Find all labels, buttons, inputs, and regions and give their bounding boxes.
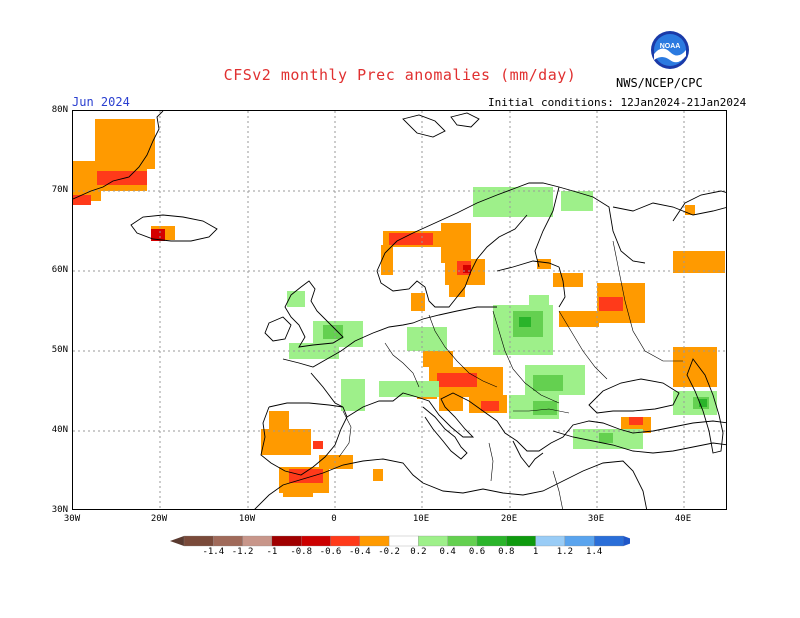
- colorbar-swatch: [183, 535, 214, 547]
- map-canvas: [73, 111, 726, 509]
- colorbar-swatch: [506, 535, 536, 547]
- colorbar-swatch: [213, 535, 243, 547]
- lon-label-30w: 30W: [63, 514, 81, 524]
- colorbar-swatch: [271, 535, 302, 547]
- colorbar-tick-label: 1.4: [586, 547, 603, 557]
- noaa-logo-icon: NOAA: [651, 31, 689, 69]
- anomaly-shading: [73, 119, 725, 497]
- colorbar-tick-label: 0.4: [439, 547, 456, 557]
- national-borders: [338, 240, 683, 509]
- initial-conditions: Initial conditions: 12Jan2024-21Jan2024: [488, 96, 747, 109]
- colorbar-swatch: [535, 535, 566, 547]
- lat-label-50n: 50N: [51, 345, 68, 355]
- lon-label-20e: 20E: [500, 514, 518, 524]
- lon-label-40e: 40E: [674, 514, 692, 524]
- forecast-month: Jun 2024: [72, 95, 130, 109]
- lat-label-80n: 80N: [51, 105, 68, 115]
- colorbar-left-arrow: [170, 536, 184, 546]
- colorbar-tick-label: 0.6: [468, 547, 486, 557]
- colorbar-swatch: [330, 535, 360, 547]
- colorbar-tick-label: -0.2: [378, 547, 400, 557]
- lat-label-30n: 30N: [51, 505, 68, 515]
- agency-label: NWS/NCEP/CPC: [616, 76, 703, 90]
- colorbar-tick-label: -1.4: [202, 547, 225, 557]
- lon-label-20w: 20W: [150, 514, 168, 524]
- colorbar-swatch: [564, 535, 595, 547]
- lon-label-0: 0: [331, 514, 337, 524]
- colorbar-tick-label: -0.8: [290, 547, 313, 557]
- colorbar-swatch: [301, 535, 331, 547]
- colorbar-tick-label: 1.2: [556, 547, 574, 557]
- colorbar-tick-label: 0.2: [410, 547, 427, 557]
- colorbar-tick-label: -0.4: [348, 547, 371, 557]
- colorbar-swatch: [447, 535, 478, 547]
- logo-text: NOAA: [660, 43, 681, 50]
- lon-label-30e: 30E: [587, 514, 605, 524]
- colorbar: [170, 535, 630, 547]
- lat-label-60n: 60N: [51, 265, 68, 275]
- lon-label-10w: 10W: [238, 514, 256, 524]
- colorbar-tick-label: -1.2: [231, 547, 254, 557]
- colorbar-tick-label: 0.8: [498, 547, 515, 557]
- lat-label-40n: 40N: [51, 425, 68, 435]
- coastlines: [73, 111, 726, 509]
- colorbar-swatch: [594, 535, 624, 547]
- colorbar-swatch: [476, 535, 507, 547]
- colorbar-tick-label: -0.6: [319, 547, 342, 557]
- colorbar-tick-label: -1: [266, 547, 278, 557]
- colorbar-swatch: [359, 535, 390, 547]
- lon-label-10e: 10E: [412, 514, 430, 524]
- map-title: CFSv2 monthly Prec anomalies (mm/day): [223, 66, 577, 84]
- colorbar-swatch: [418, 535, 448, 547]
- colorbar-right-arrow: [623, 536, 630, 546]
- lat-label-70n: 70N: [51, 185, 68, 195]
- colorbar-swatch: [388, 535, 419, 547]
- colorbar-tick-label: 1: [532, 547, 539, 557]
- map-panel: [72, 110, 727, 510]
- colorbar-swatch: [242, 535, 273, 547]
